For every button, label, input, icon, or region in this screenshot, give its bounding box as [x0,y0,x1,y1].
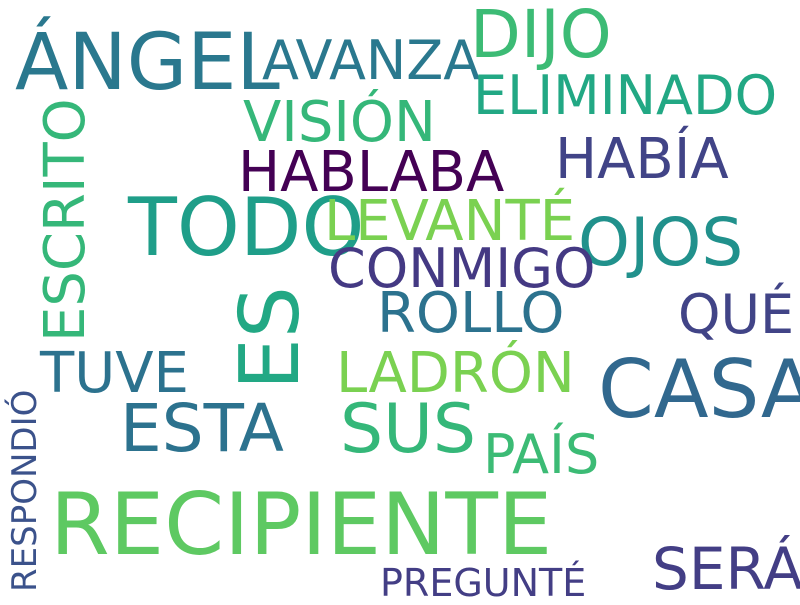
word-tuve: TUVE [40,341,189,406]
word-escrito: ESCRITO [33,98,98,342]
word-respondio: RESPONDIÓ [5,389,45,592]
word-avanza: AVANZA [262,29,481,92]
word-sera: SERÁ [652,535,800,603]
word-esta: ESTA [120,390,284,467]
word-es: ES [223,286,318,390]
word-angel: ÁNGEL [15,18,280,108]
word-vision: VISIÓN [243,90,436,155]
word-pregunte: PREGUNTÉ [380,561,587,605]
word-ladron: LADRÓN [336,341,575,406]
word-dijo: DIJO [470,0,612,73]
word-pais: PAÍS [483,423,600,486]
word-ojos: OJOS [578,204,744,281]
word-recipiente: RECIPIENTE [50,475,553,575]
word-rollo: ROLLO [377,281,565,346]
word-habia: HABÍA [555,127,729,192]
word-todo: TODO [128,181,365,274]
word-hablaba: HABLABA [238,140,505,205]
word-eliminado: ELIMINADO [473,64,778,127]
word-conmigo: CONMIGO [328,237,596,300]
word-casa: CASA [598,343,800,436]
word-sus: SUS [340,390,477,469]
word-que: QUÉ [678,283,795,346]
word-levante: LEVANTÉ [324,189,576,254]
